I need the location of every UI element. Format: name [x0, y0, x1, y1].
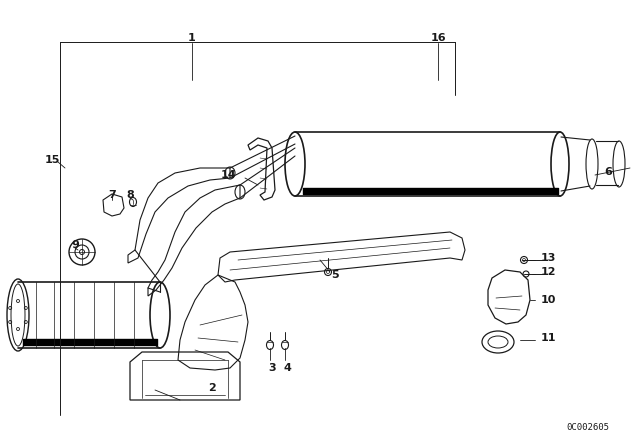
Text: 16: 16	[430, 33, 446, 43]
Text: 13: 13	[540, 253, 556, 263]
Text: 3: 3	[268, 363, 276, 373]
Text: 11: 11	[540, 333, 556, 343]
Text: 9: 9	[71, 240, 79, 250]
Text: 1: 1	[188, 33, 196, 43]
Text: 5: 5	[331, 270, 339, 280]
Text: 12: 12	[540, 267, 556, 277]
Text: 7: 7	[108, 190, 116, 200]
Text: 4: 4	[283, 363, 291, 373]
Text: 15: 15	[44, 155, 60, 165]
Text: 2: 2	[208, 383, 216, 393]
Text: 14: 14	[220, 170, 236, 180]
Text: 0C002605: 0C002605	[566, 423, 609, 432]
Text: 6: 6	[604, 167, 612, 177]
Text: 10: 10	[540, 295, 556, 305]
Text: 8: 8	[126, 190, 134, 200]
